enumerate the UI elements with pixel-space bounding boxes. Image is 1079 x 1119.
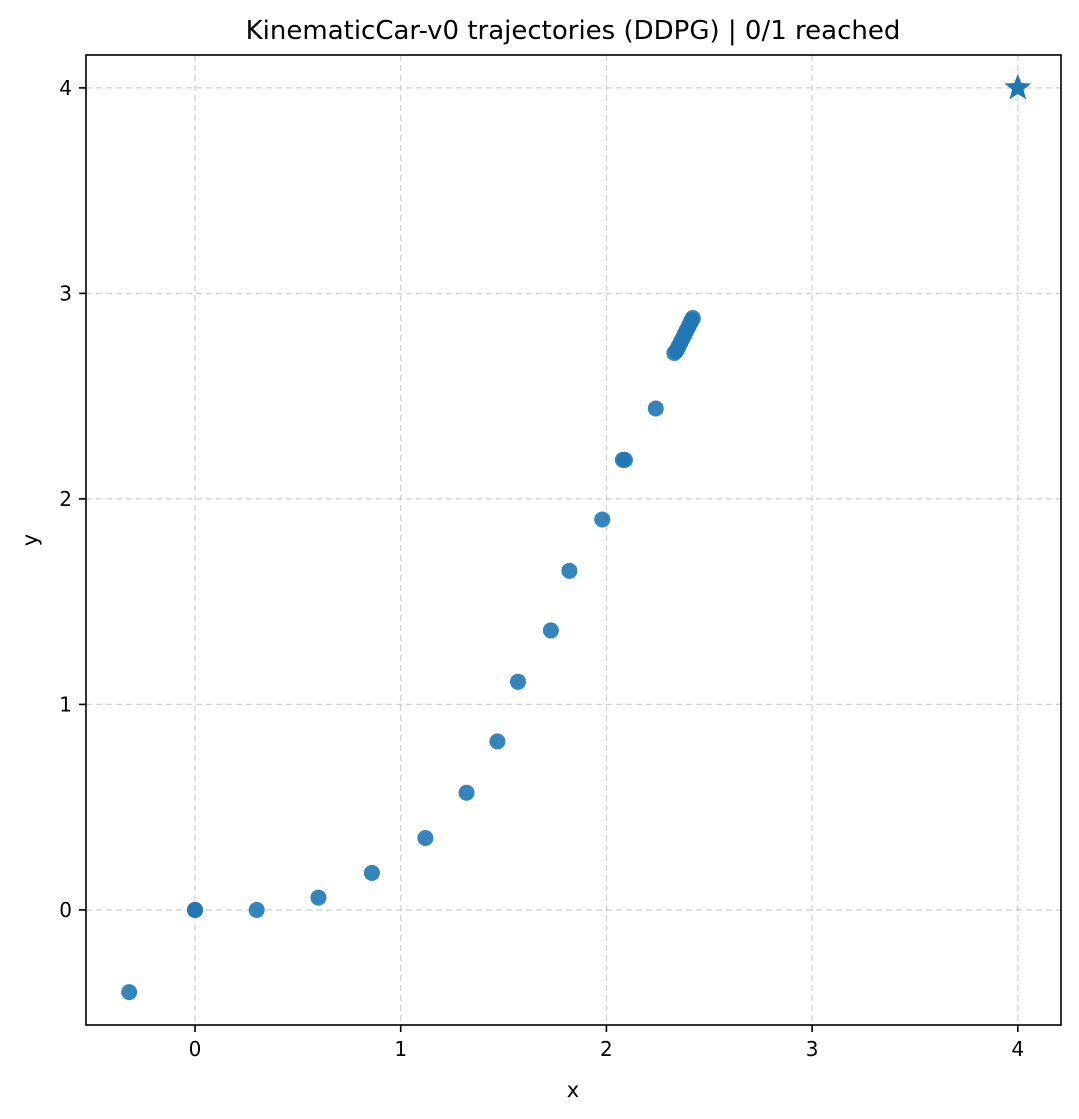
trajectory-point	[417, 829, 434, 846]
y-tick-label: 2	[59, 487, 72, 511]
y-tick-label: 0	[59, 898, 72, 922]
y-tick-label: 1	[59, 692, 72, 716]
y-tick-label: 4	[59, 76, 72, 100]
x-tick-label: 2	[600, 1037, 613, 1061]
goal-layer	[1004, 73, 1032, 100]
y-tick-label: 3	[59, 281, 72, 305]
trajectory-point	[542, 622, 559, 639]
trajectory-point	[121, 984, 138, 1001]
trajectory-point	[458, 784, 475, 801]
x-tick-label: 1	[394, 1037, 407, 1061]
y-axis-label: y	[18, 534, 42, 546]
trajectory-point	[616, 451, 633, 468]
trajectory-point	[310, 889, 327, 906]
x-axis-label: x	[567, 1078, 579, 1102]
chart-title: KinematicCar-v0 trajectories (DDPG) | 0/…	[246, 16, 901, 46]
x-tick-label: 3	[806, 1037, 819, 1061]
grid-layer	[86, 55, 1061, 1025]
plot-frame	[85, 54, 1062, 1026]
ticks-layer: 0 1 2 3 4 0 1 2 3 4	[59, 76, 1024, 1061]
trajectory-point	[363, 864, 380, 881]
trajectory-point	[509, 673, 526, 690]
trajectory-point	[684, 310, 701, 327]
trajectory-point	[594, 511, 611, 528]
trajectory-point	[187, 901, 204, 918]
trajectory-point	[561, 562, 578, 579]
x-tick-label: 0	[189, 1037, 202, 1061]
points-layer	[121, 310, 701, 1001]
x-tick-label: 4	[1011, 1037, 1024, 1061]
trajectory-point	[489, 733, 506, 750]
trajectory-point	[248, 901, 265, 918]
trajectory-point	[647, 400, 664, 417]
goal-star-icon	[1004, 73, 1032, 100]
